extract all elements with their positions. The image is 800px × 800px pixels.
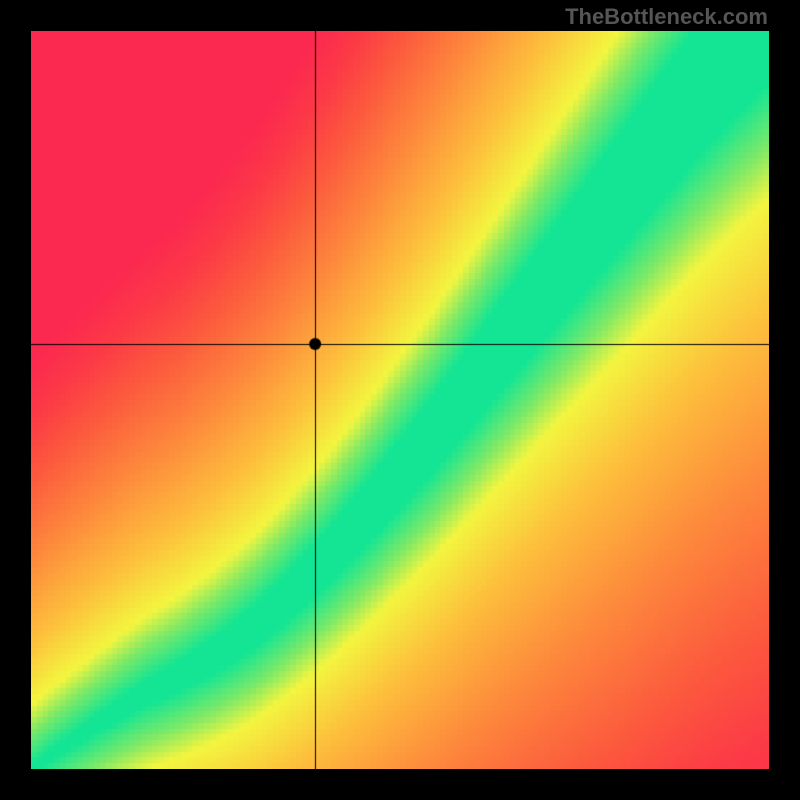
attribution-text: TheBottleneck.com (565, 4, 768, 30)
heatmap-plot (31, 31, 769, 769)
figure-wrapper: { "attribution": { "text": "TheBottlenec… (0, 0, 800, 800)
heatmap-canvas (31, 31, 769, 769)
